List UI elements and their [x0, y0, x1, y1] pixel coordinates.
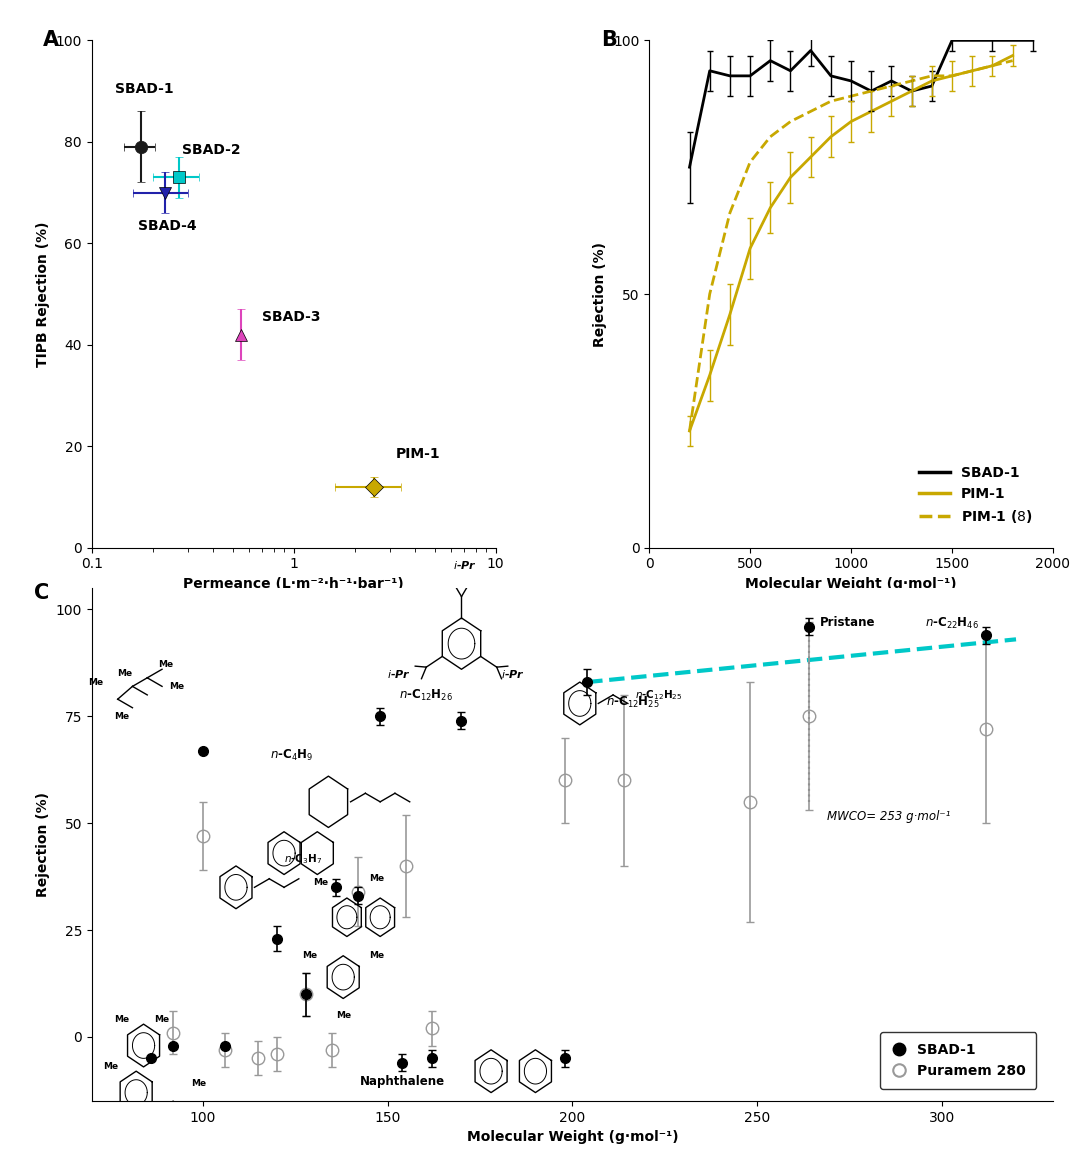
Text: $n$-C$_{22}$H$_{46}$: $n$-C$_{22}$H$_{46}$: [926, 616, 980, 631]
Text: Me: Me: [313, 879, 328, 888]
Text: $n$-C$_{12}$H$_{25}$: $n$-C$_{12}$H$_{25}$: [635, 688, 683, 702]
Text: Me: Me: [154, 1015, 170, 1024]
X-axis label: Permeance (L·m⁻²·h⁻¹·bar⁻¹): Permeance (L·m⁻²·h⁻¹·bar⁻¹): [184, 576, 404, 591]
Legend: SBAD-1, Puramem 280: SBAD-1, Puramem 280: [880, 1032, 1037, 1090]
Text: $n$-C$_{12}$H$_{25}$: $n$-C$_{12}$H$_{25}$: [606, 695, 659, 710]
Text: SBAD-4: SBAD-4: [138, 219, 197, 233]
Text: MWCO= 253 g·mol⁻¹: MWCO= 253 g·mol⁻¹: [827, 811, 950, 823]
Text: Naphthalene: Naphthalene: [360, 1076, 445, 1088]
Legend: SBAD-1, PIM-1, PIM-1 ($\mathit{8}$): SBAD-1, PIM-1, PIM-1 ($\mathit{8}$): [914, 460, 1038, 530]
X-axis label: Molecular Weight (g·mol⁻¹): Molecular Weight (g·mol⁻¹): [467, 1130, 678, 1145]
Text: Me: Me: [369, 874, 384, 883]
Text: Me: Me: [113, 1015, 129, 1024]
Text: Pristane: Pristane: [820, 616, 876, 628]
Text: Me: Me: [302, 951, 318, 960]
Text: Me: Me: [336, 1011, 351, 1020]
Text: Me: Me: [103, 1062, 118, 1071]
Text: A: A: [43, 30, 59, 51]
Text: Me: Me: [87, 678, 103, 686]
Text: Me: Me: [158, 661, 173, 670]
Text: B: B: [600, 30, 617, 51]
Y-axis label: TIPB Rejection (%): TIPB Rejection (%): [36, 221, 50, 367]
Text: $i$-Pr: $i$-Pr: [454, 559, 477, 571]
Text: Me: Me: [118, 669, 133, 678]
Text: C: C: [35, 583, 50, 603]
Text: SBAD-2: SBAD-2: [183, 143, 241, 157]
Text: Me: Me: [191, 1079, 206, 1088]
Text: Me: Me: [369, 951, 384, 960]
Text: $n$-C$_{4}$H$_{9}$: $n$-C$_{4}$H$_{9}$: [270, 748, 313, 763]
X-axis label: Molecular Weight (g·mol⁻¹): Molecular Weight (g·mol⁻¹): [745, 576, 957, 591]
Text: Me: Me: [170, 681, 185, 691]
Text: $n$-C$_{12}$H$_{26}$: $n$-C$_{12}$H$_{26}$: [399, 688, 453, 703]
Y-axis label: Rejection (%): Rejection (%): [594, 241, 607, 347]
Y-axis label: Rejection (%): Rejection (%): [36, 792, 50, 897]
Text: SBAD-1: SBAD-1: [114, 82, 174, 96]
Text: $i$-Pr: $i$-Pr: [387, 668, 410, 679]
Text: Me: Me: [113, 711, 129, 721]
Text: PIM-1: PIM-1: [395, 447, 441, 461]
Text: $n$-C$_3$H$_7$: $n$-C$_3$H$_7$: [284, 852, 322, 866]
Text: SBAD-3: SBAD-3: [262, 310, 321, 324]
Text: $i$-Pr: $i$-Pr: [501, 668, 525, 679]
